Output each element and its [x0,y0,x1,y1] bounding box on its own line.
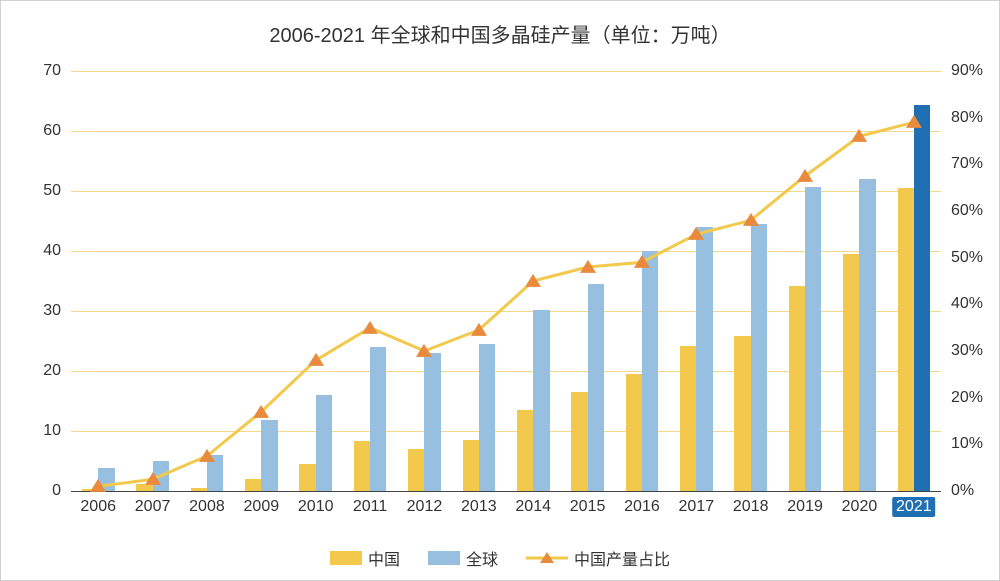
y-left-label: 20 [43,362,61,380]
ratio-marker-icon [199,449,215,462]
ratio-marker-icon [851,129,867,142]
ratio-marker-icon [688,227,704,240]
x-axis-label: 2009 [240,497,284,517]
legend-label-ratio: 中国产量占比 [574,546,670,570]
ratio-marker-icon [634,255,650,268]
plot-area [71,71,941,491]
legend-item-china: 中国 [330,546,400,570]
y-right-label: 90% [951,62,983,80]
ratio-marker-icon [308,353,324,366]
y-left-label: 60 [43,122,61,140]
legend: 中国 全球 中国产量占比 [1,546,999,570]
legend-item-global: 全球 [428,546,498,570]
x-axis-label: 2013 [457,497,501,517]
ratio-marker-icon [471,323,487,336]
legend-label-global: 全球 [466,546,498,570]
chart-title: 2006-2021 年全球和中国多晶硅产量（单位：万吨） [1,19,999,48]
x-axis-label: 2018 [729,497,773,517]
legend-swatch-ratio [526,551,568,565]
x-axis-label: 2007 [131,497,175,517]
x-axis-label: 2017 [675,497,719,517]
x-axis-label: 2020 [838,497,882,517]
y-right-label: 40% [951,295,983,313]
x-axis-label: 2008 [185,497,229,517]
ratio-marker-icon [743,213,759,226]
ratio-marker-icon [253,405,269,418]
y-right-label: 30% [951,342,983,360]
ratio-marker-icon [362,321,378,334]
legend-label-china: 中国 [368,546,400,570]
y-right-label: 0% [951,482,974,500]
x-axis-label: 2019 [783,497,827,517]
x-axis-label: 2012 [403,497,447,517]
y-right-label: 80% [951,109,983,127]
y-left-label: 70 [43,62,61,80]
legend-swatch-global [428,551,460,565]
x-axis-label: 2014 [511,497,555,517]
x-axis-label: 2006 [76,497,120,517]
y-right-label: 60% [951,202,983,220]
y-left-label: 50 [43,182,61,200]
chart-container: 2006-2021 年全球和中国多晶硅产量（单位：万吨） 中国 全球 中国产量占… [0,0,1000,581]
ratio-marker-icon [90,479,106,492]
y-left-label: 40 [43,242,61,260]
y-right-label: 20% [951,389,983,407]
ratio-marker-icon [580,260,596,273]
ratio-line [71,71,941,491]
legend-swatch-china [330,551,362,565]
ratio-marker-icon [797,169,813,182]
x-axis-label: 2016 [620,497,664,517]
y-left-label: 30 [43,302,61,320]
y-right-label: 70% [951,155,983,173]
ratio-marker-icon [416,344,432,357]
ratio-marker-icon [525,274,541,287]
x-axis-label: 2011 [349,497,391,517]
x-axis-label: 2021 [892,497,936,517]
y-left-label: 0 [52,482,61,500]
y-right-label: 50% [951,249,983,267]
y-right-label: 10% [951,435,983,453]
x-axis-label: 2010 [294,497,338,517]
x-axis-label: 2015 [566,497,610,517]
gridline [71,491,941,492]
legend-item-ratio: 中国产量占比 [526,546,670,570]
ratio-marker-icon [906,115,922,128]
ratio-marker-icon [145,472,161,485]
y-left-label: 10 [43,422,61,440]
